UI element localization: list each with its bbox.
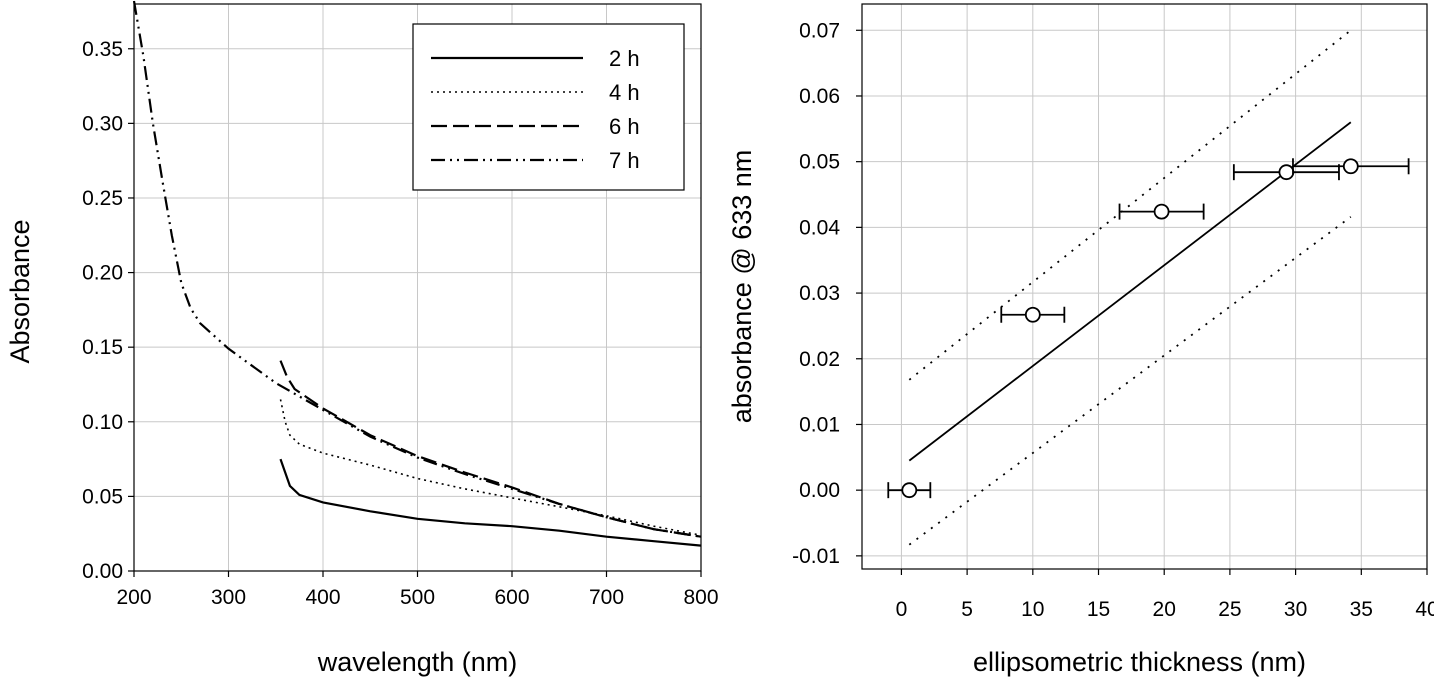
left-x-tick-label: 700 (589, 586, 624, 609)
right-data-points (887, 158, 1410, 499)
left-y-tick-label: 0.05 (82, 485, 123, 508)
left-y-tick-label: 0.15 (82, 336, 123, 359)
left-x-tick-label: 300 (211, 586, 246, 609)
series-line-2h (279, 458, 702, 547)
left-y-tick-label: 0.10 (82, 411, 123, 434)
right-plot-frame (861, 3, 1428, 570)
right-x-tick-label: 25 (1218, 598, 1241, 621)
left-x-tick-label: 200 (116, 586, 151, 609)
legend-label: 4 h (609, 80, 640, 105)
left-x-axis-label: wavelength (nm) (317, 647, 518, 677)
left-legend: 2 h 4 h 6 h 7 h (412, 23, 685, 191)
data-point-marker (1153, 203, 1170, 220)
confidence-bound-lower (908, 216, 1352, 546)
data-point-marker (1342, 158, 1359, 175)
right-x-tick-label: 0 (896, 598, 908, 621)
left-series-group (132, 0, 702, 547)
right-tick-group: 0 5 10 15 20 25 30 35 40 -0.01 0.00 0.01 0.02 0.03 0.0… (792, 19, 1434, 621)
right-y-tick-label: 0.05 (799, 151, 840, 174)
series-line-6h (279, 360, 702, 538)
right-x-tick-label: 30 (1284, 598, 1307, 621)
right-fit-lines (908, 29, 1352, 546)
left-y-tick-label: 0.35 (82, 38, 123, 61)
legend-label: 7 h (609, 148, 640, 173)
left-x-tick-label: 400 (305, 586, 340, 609)
right-y-tick-label: 0.06 (799, 85, 840, 108)
series-line-7h (132, 0, 702, 538)
left-y-tick-label: 0.20 (82, 262, 123, 285)
left-y-tick-label: 0.00 (82, 560, 123, 583)
right-x-tick-label: 20 (1153, 598, 1176, 621)
right-x-tick-label: 10 (1021, 598, 1044, 621)
absorbance-spectra-chart: 200 300 400 500 600 700 800 0.00 0.05 0.10 0.15 0.2… (5, 0, 719, 677)
left-tick-group: 200 300 400 500 600 700 800 0.00 0.05 0.10 0.15 0.2… (82, 38, 718, 609)
left-x-tick-label: 600 (494, 586, 529, 609)
series-line-4h (279, 399, 702, 536)
legend-box (412, 23, 685, 191)
right-x-tick-label: 15 (1087, 598, 1110, 621)
right-gridlines (862, 4, 1428, 569)
right-y-tick-label: -0.01 (792, 545, 840, 568)
right-y-tick-label: 0.01 (799, 413, 840, 436)
left-y-tick-label: 0.30 (82, 112, 123, 135)
left-x-tick-label: 500 (400, 586, 435, 609)
right-y-tick-label: 0.02 (799, 348, 840, 371)
absorbance-vs-thickness-chart: 0 5 10 15 20 25 30 35 40 -0.01 0.00 0.01 0.02 0.03 0.0… (727, 3, 1434, 677)
right-y-tick-label: 0.00 (799, 479, 840, 502)
left-y-tick-label: 0.25 (82, 187, 123, 210)
legend-label: 2 h (609, 46, 640, 71)
data-point-marker (901, 482, 918, 499)
right-x-axis-label: ellipsometric thickness (nm) (973, 647, 1306, 677)
legend-label: 6 h (609, 114, 640, 139)
right-y-tick-label: 0.07 (799, 19, 840, 42)
right-y-tick-label: 0.03 (799, 282, 840, 305)
data-point-marker (1278, 164, 1295, 181)
fit-line (908, 121, 1352, 462)
right-x-tick-label: 40 (1415, 598, 1434, 621)
left-y-axis-label: Absorbance (5, 219, 35, 363)
right-x-tick-label: 5 (961, 598, 973, 621)
right-y-axis-label: absorbance @ 633 nm (727, 150, 757, 424)
left-x-tick-label: 800 (683, 586, 718, 609)
right-x-tick-label: 35 (1350, 598, 1373, 621)
data-point-marker (1024, 306, 1041, 323)
right-y-tick-label: 0.04 (799, 216, 840, 239)
confidence-bound-upper (908, 29, 1352, 381)
